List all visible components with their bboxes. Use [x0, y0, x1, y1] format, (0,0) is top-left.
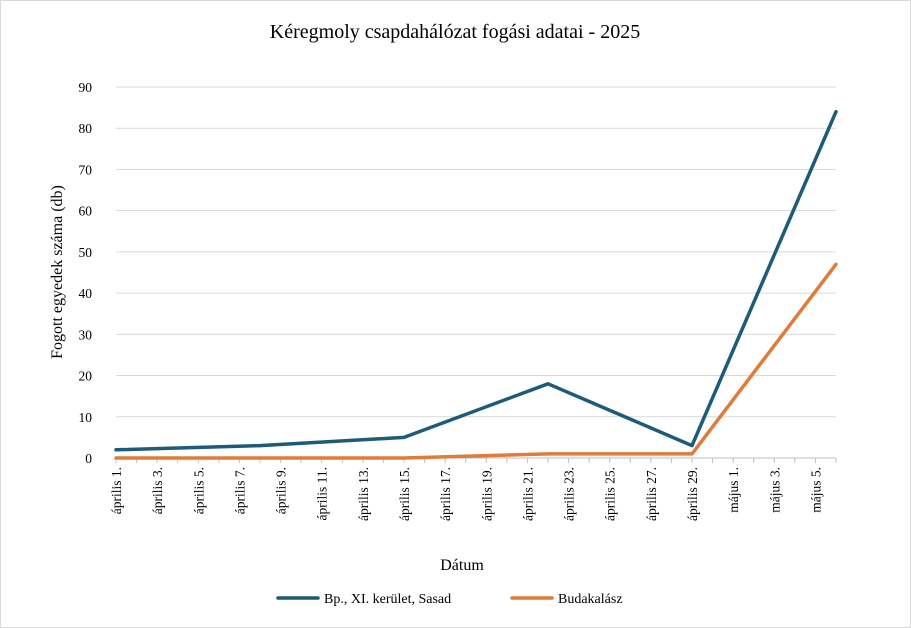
x-tick-label: április 29.	[685, 467, 700, 521]
series-line-2	[114, 262, 838, 460]
y-tick-label: 30	[79, 327, 93, 342]
y-tick-label: 50	[79, 245, 93, 260]
legend-label: Bp., XI. kerület, Sasad	[324, 592, 451, 607]
x-tick-label: május 5.	[808, 467, 823, 513]
x-tick-label: április 3.	[150, 467, 165, 514]
x-axis: április 1. április 3. április 5. április 7.…	[109, 457, 837, 521]
y-tick-label: 80	[79, 121, 93, 136]
y-tick-label: 40	[79, 286, 93, 301]
x-tick-label: április 25.	[603, 467, 618, 521]
x-tick-label: április 21.	[520, 467, 535, 521]
y-tick-label: 10	[79, 410, 93, 425]
x-tick-label: április 19.	[479, 467, 494, 521]
x-tick-label: május 3.	[767, 467, 782, 513]
x-tick-label: április 5.	[191, 467, 206, 514]
x-axis-title: Dátum	[440, 557, 484, 574]
x-tick-label: április 23.	[562, 467, 577, 521]
x-tick-label: május 1.	[726, 467, 741, 513]
y-tick-label: 20	[79, 369, 93, 384]
legend-label: Budakalász	[558, 592, 623, 607]
x-tick-label: április 1.	[109, 467, 124, 514]
x-tick-label: április 27.	[644, 467, 659, 521]
chart-title: Kéregmoly csapdahálózat fogási adatai - …	[270, 21, 640, 43]
y-tick-label: 60	[79, 204, 93, 219]
x-tick-label: április 15.	[397, 467, 412, 521]
legend: Bp., XI. kerület, Sasad Budakalász	[276, 592, 623, 607]
y-tick-label: 90	[79, 80, 93, 95]
y-axis-title: Fogott egyedek száma (db)	[49, 185, 66, 359]
gridlines	[116, 86, 836, 418]
series-line-1	[114, 109, 838, 452]
x-tick-label: április 9.	[274, 467, 289, 514]
x-tick-label: április 11.	[315, 467, 330, 521]
x-tick-label: április 17.	[438, 467, 453, 521]
y-tick-label: 70	[79, 162, 93, 177]
x-tick-label: április 13.	[356, 467, 371, 521]
x-tick-label: április 7.	[232, 467, 247, 514]
series-lines	[114, 109, 838, 460]
y-tick-label: 0	[85, 451, 92, 466]
y-axis-ticks: 0 10 20 30 40 50 60 70 80 90	[79, 80, 93, 466]
